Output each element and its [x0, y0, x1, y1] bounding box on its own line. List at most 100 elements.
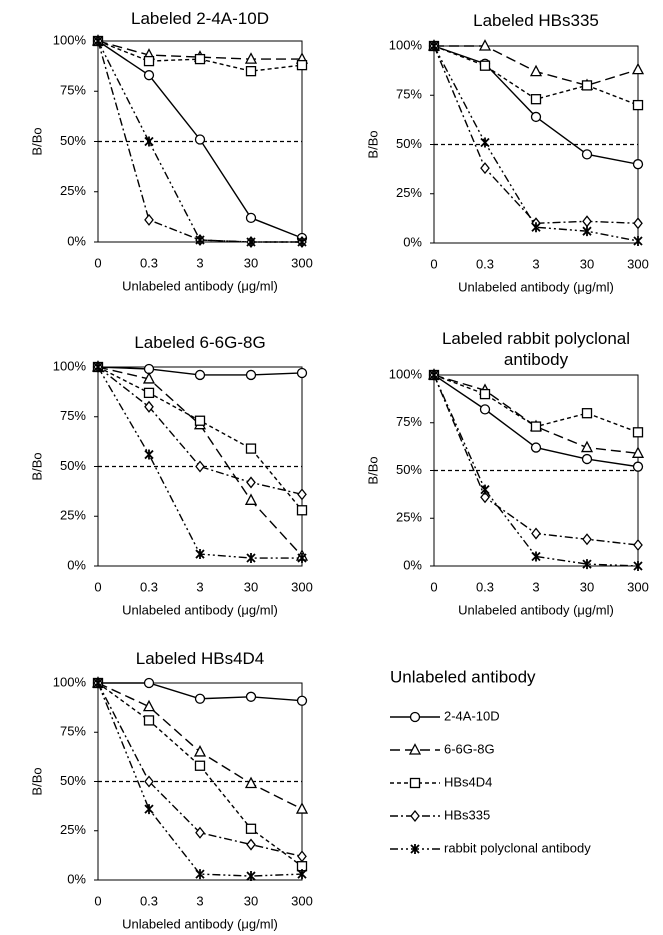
marker: [633, 538, 643, 552]
marker: [244, 493, 258, 505]
marker: [297, 237, 307, 247]
marker: [246, 237, 256, 247]
marker: [245, 66, 257, 77]
marker: [297, 488, 307, 501]
y-axis-label: B/Bo: [29, 767, 44, 795]
y-tick-label: 100%: [389, 366, 423, 381]
y-axis-label: B/Bo: [365, 456, 380, 484]
marker: [296, 59, 308, 71]
x-tick-label: 3: [196, 893, 203, 908]
marker: [531, 222, 541, 233]
x-axis-label: Unlabeled antibody (μg/ml): [458, 602, 614, 617]
y-tick-label: 50%: [396, 462, 422, 477]
marker: [245, 691, 257, 702]
x-tick-label: 3: [532, 579, 539, 594]
x-tick-label: 300: [291, 893, 313, 908]
series-line: [433, 45, 639, 242]
x-tick-label: 3: [196, 579, 203, 594]
marker: [195, 869, 205, 880]
marker: [245, 212, 257, 224]
marker: [144, 804, 154, 815]
marker: [632, 461, 644, 472]
x-axis-label: Unlabeled antibody (μg/ml): [122, 602, 278, 617]
y-axis-label: B/Bo: [365, 130, 380, 158]
marker: [144, 400, 154, 413]
marker: [144, 136, 154, 147]
y-tick-label: 0%: [67, 557, 86, 572]
marker: [480, 137, 490, 148]
x-tick-label: 0: [430, 256, 437, 271]
x-tick-label: 0: [94, 579, 101, 594]
marker: [144, 449, 154, 460]
y-tick-label: 0%: [67, 233, 86, 248]
series-line: [433, 374, 639, 546]
marker: [581, 149, 593, 160]
marker: [530, 111, 542, 123]
legend-label: 6-6G-8G: [444, 741, 495, 756]
marker: [295, 802, 309, 814]
y-tick-label: 100%: [53, 358, 87, 373]
marker: [93, 678, 103, 688]
marker: [194, 53, 206, 65]
y-tick-label: 0%: [403, 557, 422, 572]
marker: [245, 443, 257, 454]
x-tick-label: 300: [291, 579, 313, 594]
y-tick-label: 100%: [389, 37, 423, 52]
marker: [195, 234, 205, 245]
marker: [193, 745, 207, 757]
marker: [93, 36, 103, 46]
y-tick-label: 25%: [396, 510, 422, 525]
y-tick-label: 0%: [67, 871, 86, 886]
y-tick-label: 75%: [60, 724, 86, 739]
marker: [580, 440, 594, 453]
marker: [581, 453, 593, 465]
x-tick-label: 3: [532, 256, 539, 271]
marker: [409, 777, 421, 789]
marker: [194, 134, 206, 145]
marker: [93, 362, 103, 372]
chart-title: Labeled HBs4D4: [135, 649, 265, 668]
chart-title: Labeled 2-4A-10D: [131, 9, 269, 28]
marker: [478, 39, 492, 51]
marker: [194, 369, 206, 381]
marker: [296, 695, 308, 706]
series-line: [97, 682, 303, 867]
marker: [479, 404, 491, 415]
x-tick-label: 0.3: [140, 255, 158, 270]
y-tick-label: 25%: [396, 185, 422, 200]
marker: [297, 553, 307, 564]
marker: [410, 844, 420, 854]
legend-label: HBs4D4: [444, 774, 492, 789]
marker: [143, 55, 155, 67]
marker: [194, 760, 206, 771]
marker: [633, 561, 643, 571]
x-tick-label: 30: [580, 579, 594, 594]
marker: [245, 369, 257, 381]
marker: [144, 213, 154, 226]
x-tick-label: 0.3: [476, 256, 494, 271]
y-tick-label: 50%: [60, 773, 86, 788]
marker: [143, 387, 155, 399]
x-tick-label: 0: [94, 255, 101, 270]
series-line: [433, 45, 639, 225]
marker: [246, 838, 256, 851]
y-tick-label: 50%: [396, 136, 422, 151]
marker: [142, 699, 156, 712]
marker: [531, 551, 541, 562]
x-tick-label: 0: [430, 579, 437, 594]
marker: [632, 159, 644, 170]
y-tick-label: 25%: [60, 822, 86, 837]
marker: [143, 677, 155, 689]
series-line: [97, 366, 303, 511]
x-tick-label: 0.3: [140, 893, 158, 908]
marker: [429, 370, 439, 380]
marker: [581, 408, 593, 419]
y-tick-label: 100%: [53, 674, 87, 689]
marker: [195, 549, 205, 560]
marker: [581, 80, 593, 91]
marker: [297, 850, 307, 863]
y-tick-label: 75%: [60, 408, 86, 423]
marker: [530, 442, 542, 453]
marker: [480, 484, 490, 495]
